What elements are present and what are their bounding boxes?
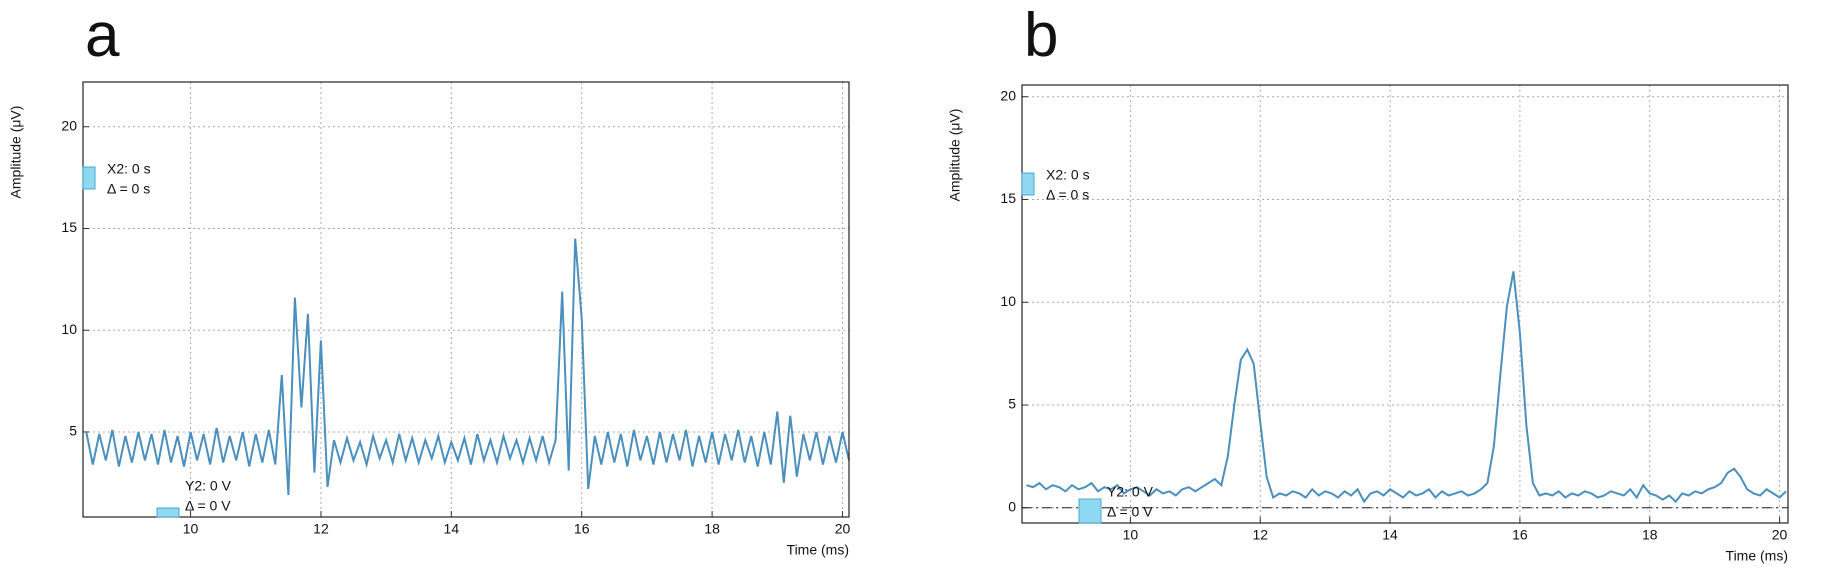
x-tick-label: 18 <box>704 521 720 537</box>
cursor-label: Y2: 0 V <box>1107 484 1154 500</box>
x-tick-label: 14 <box>444 521 460 537</box>
x-axis-label: Time (ms) <box>787 542 849 558</box>
y-tick-label: 15 <box>1000 190 1016 206</box>
cursor-marker <box>82 166 96 190</box>
y-tick-label: 5 <box>1008 396 1016 412</box>
cursor-label: Δ = 0 s <box>1046 187 1089 203</box>
x-tick-label: 10 <box>1123 527 1139 543</box>
x-axis-label: Time (ms) <box>1726 548 1788 564</box>
cursor-marker <box>1078 498 1102 524</box>
x-tick-label: 12 <box>1252 527 1268 543</box>
x-tick-label: 18 <box>1642 527 1658 543</box>
y-axis-label: Amplitude (μV) <box>947 109 963 202</box>
y-tick-label: 15 <box>61 219 77 235</box>
x-tick-label: 20 <box>1772 527 1788 543</box>
y-axis-label: Amplitude (μV) <box>8 106 24 199</box>
x-tick-label: 10 <box>183 521 199 537</box>
y-tick-label: 10 <box>61 321 77 337</box>
cursor-label: Δ = 0 V <box>1107 504 1153 520</box>
y-tick-label: 20 <box>61 117 77 133</box>
y-tick-label: 0 <box>1008 498 1016 514</box>
cursor-label: X2: 0 s <box>107 161 151 177</box>
x-tick-label: 20 <box>835 521 851 537</box>
x-tick-label: 14 <box>1382 527 1398 543</box>
plot-frame <box>1021 84 1789 524</box>
x-tick-label: 16 <box>574 521 590 537</box>
panel-label: b <box>1024 1 1058 70</box>
cursor-marker <box>1021 172 1035 196</box>
data-line <box>85 238 850 496</box>
cursor-label: Y2: 0 V <box>185 478 232 494</box>
data-line <box>1026 271 1787 504</box>
plot-frame <box>82 81 850 518</box>
y-tick-label: 20 <box>1000 87 1016 103</box>
cursor-label: Δ = 0 V <box>185 498 231 514</box>
cursor-label: Δ = 0 s <box>107 181 150 197</box>
cursor-marker <box>156 507 180 518</box>
x-tick-label: 12 <box>313 521 329 537</box>
panel-label: a <box>85 1 120 70</box>
x-tick-label: 16 <box>1512 527 1528 543</box>
y-tick-label: 10 <box>1000 293 1016 309</box>
y-tick-label: 5 <box>69 423 77 439</box>
cursor-label: X2: 0 s <box>1046 167 1090 183</box>
